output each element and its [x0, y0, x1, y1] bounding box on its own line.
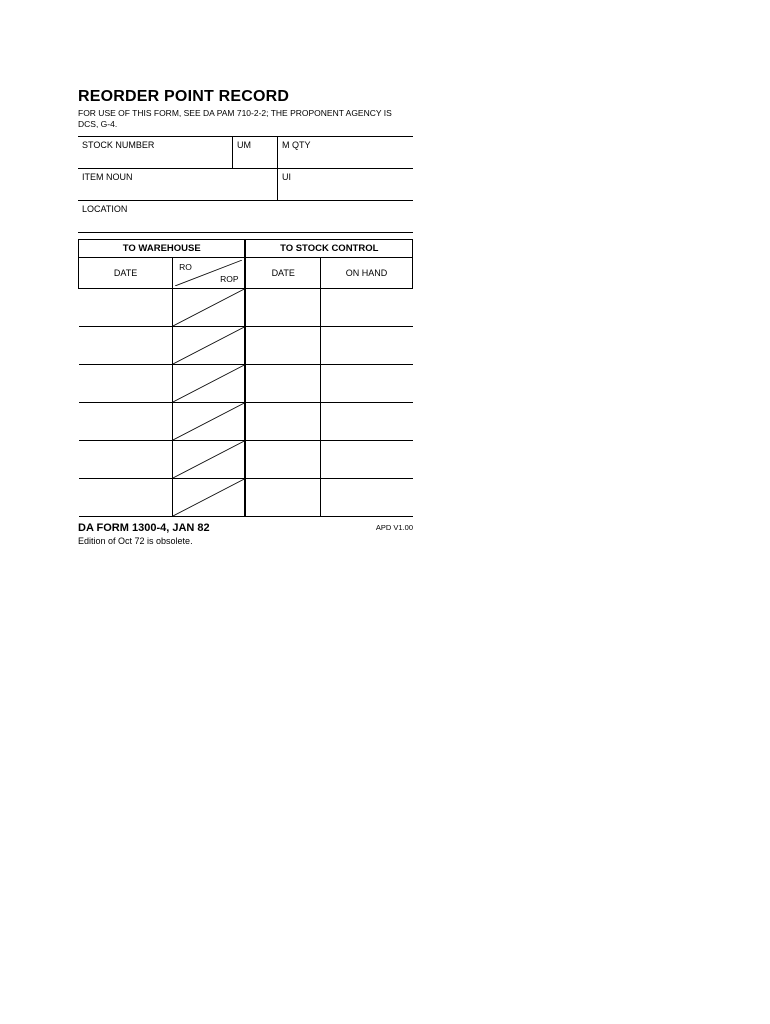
cell-ro-rop[interactable] — [173, 441, 246, 479]
edition-note: Edition of Oct 72 is obsolete. — [78, 536, 210, 546]
cell-date[interactable] — [79, 479, 173, 517]
cell-date-2[interactable] — [245, 403, 320, 441]
main-table: TO WAREHOUSE TO STOCK CONTROL DATE RO RO… — [78, 239, 413, 517]
cell-ro-rop[interactable] — [173, 403, 246, 441]
header-to-stock-control: TO STOCK CONTROL — [245, 240, 412, 258]
label-stock-number: STOCK NUMBER — [78, 137, 233, 168]
cell-ro-rop[interactable] — [173, 365, 246, 403]
table-row — [79, 289, 413, 327]
table-row — [79, 441, 413, 479]
cell-on-hand[interactable] — [320, 289, 412, 327]
cell-date[interactable] — [79, 327, 173, 365]
cell-date-2[interactable] — [245, 289, 320, 327]
cell-date-2[interactable] — [245, 327, 320, 365]
cell-on-hand[interactable] — [320, 365, 412, 403]
cell-ro-rop[interactable] — [173, 327, 246, 365]
diagonal-icon — [173, 479, 244, 516]
header-to-warehouse: TO WAREHOUSE — [79, 240, 246, 258]
cell-on-hand[interactable] — [320, 327, 412, 365]
cell-date-2[interactable] — [245, 441, 320, 479]
label-m-qty: M QTY — [278, 137, 413, 168]
table-row — [79, 365, 413, 403]
cell-on-hand[interactable] — [320, 403, 412, 441]
diagonal-icon — [173, 441, 244, 478]
col-date-2: DATE — [245, 258, 320, 289]
label-ui: UI — [278, 169, 413, 200]
row-item: ITEM NOUN UI — [78, 169, 413, 201]
cell-ro-rop[interactable] — [173, 479, 246, 517]
form-title: REORDER POINT RECORD — [78, 88, 413, 106]
cell-on-hand[interactable] — [320, 441, 412, 479]
label-item-noun: ITEM NOUN — [78, 169, 278, 200]
form-footer: DA FORM 1300-4, JAN 82 Edition of Oct 72… — [78, 522, 413, 546]
table-row — [79, 479, 413, 517]
cell-date-2[interactable] — [245, 365, 320, 403]
cell-date[interactable] — [79, 403, 173, 441]
form-subtitle: FOR USE OF THIS FORM, SEE DA PAM 710-2-2… — [78, 108, 413, 130]
diagonal-icon — [173, 327, 244, 364]
label-location: LOCATION — [78, 201, 413, 233]
form-container: REORDER POINT RECORD FOR USE OF THIS FOR… — [78, 88, 413, 546]
table-row — [79, 403, 413, 441]
cell-on-hand[interactable] — [320, 479, 412, 517]
apd-version: APD V1.00 — [376, 523, 413, 532]
table-row — [79, 327, 413, 365]
cell-date[interactable] — [79, 441, 173, 479]
col-ro-rop: RO ROP — [173, 258, 246, 289]
cell-ro-rop[interactable] — [173, 289, 246, 327]
diagonal-icon — [173, 365, 244, 402]
label-rop: ROP — [220, 274, 238, 284]
cell-date[interactable] — [79, 289, 173, 327]
form-id: DA FORM 1300-4, JAN 82 — [78, 522, 210, 534]
label-um: UM — [233, 137, 278, 168]
cell-date-2[interactable] — [245, 479, 320, 517]
col-on-hand: ON HAND — [320, 258, 412, 289]
row-stock: STOCK NUMBER UM M QTY — [78, 136, 413, 169]
cell-date[interactable] — [79, 365, 173, 403]
col-date: DATE — [79, 258, 173, 289]
diagonal-icon — [173, 289, 244, 326]
diagonal-icon — [173, 403, 244, 440]
